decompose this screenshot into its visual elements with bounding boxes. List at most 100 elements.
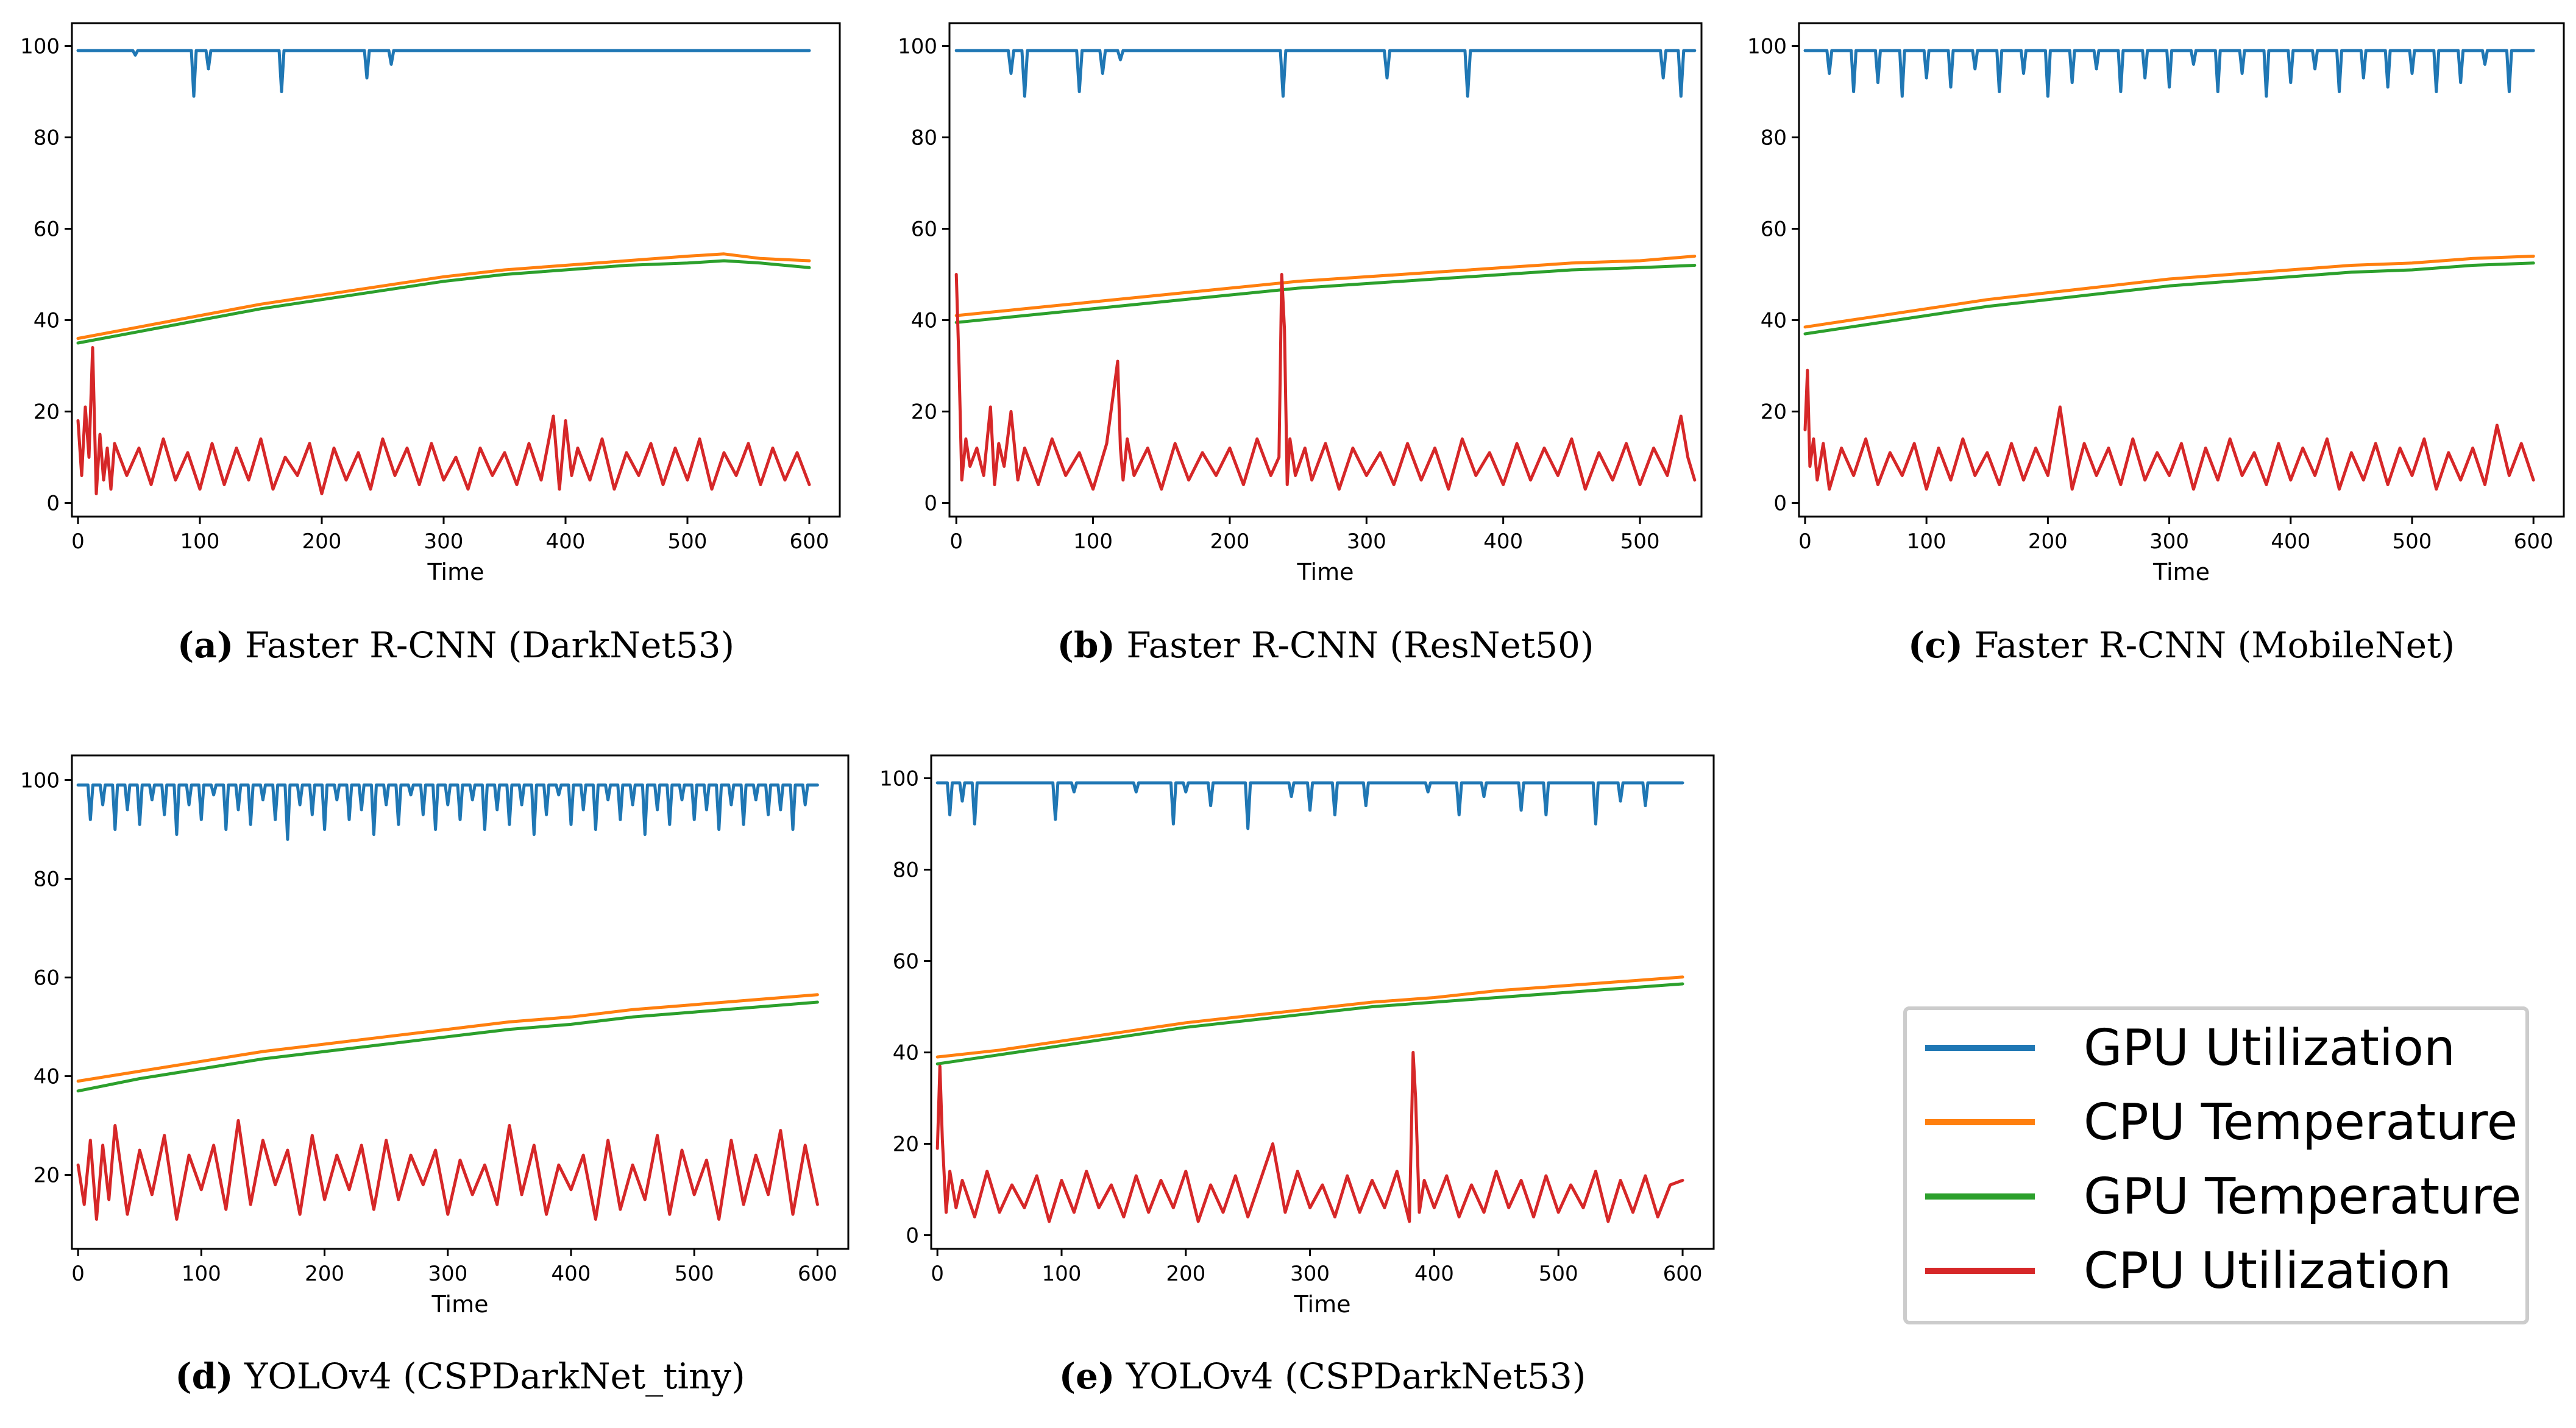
x-tick-label: 600 [1663, 1262, 1703, 1286]
x-tick-label: 300 [2149, 529, 2189, 554]
series-line-gpu-utilization [935, 781, 1684, 830]
x-tick-label: 300 [428, 1262, 467, 1286]
y-tick-label: 40 [911, 309, 937, 333]
caption-a-letter: (a) [177, 624, 234, 666]
x-tick-label: 500 [2393, 529, 2432, 554]
x-tick-label: 500 [1539, 1262, 1578, 1286]
chart-e: 0 100 200 300 400 500 600 0 20 40 60 80 100 Time [879, 754, 1715, 1318]
legend-swatch-cpu-temperature [1925, 1119, 2035, 1125]
x-tick-label: 500 [668, 529, 708, 554]
x-tick-label: 300 [424, 529, 464, 554]
caption-d-text: YOLOv4 (CSPDarkNet_tiny) [244, 1356, 745, 1397]
y-tick-label: 60 [1761, 217, 1787, 242]
x-tick-label: 500 [675, 1262, 714, 1286]
x-tick-label: 400 [1414, 1262, 1454, 1286]
y-tick-label: 80 [34, 868, 60, 892]
series-line-cpu-temperature [76, 252, 811, 340]
plot-frame [1798, 22, 2565, 518]
series-line-gpu-utilization [76, 783, 819, 841]
x-tick-label: 300 [1290, 1262, 1330, 1286]
legend-label-gpu-temperature: GPU Temperature [2084, 1167, 2522, 1226]
y-tick-label: 60 [893, 950, 919, 974]
caption-c-letter: (c) [1907, 624, 1964, 666]
legend-label-cpu-temperature: CPU Temperature [2084, 1093, 2518, 1151]
series-line-gpu-utilization [954, 49, 1697, 98]
caption-c-text: Faster R-CNN (MobileNet) [1974, 624, 2455, 666]
series-line-cpu-utilization [1803, 369, 2535, 491]
legend-swatch-gpu-utilization [1925, 1045, 2035, 1051]
x-tick-label: 400 [546, 529, 586, 554]
x-tick-label: 0 [71, 529, 85, 554]
x-axis-label: Time [427, 559, 484, 585]
y-tick-label: 40 [34, 309, 60, 333]
chart-panel-c: 0 100 200 300 400 500 600 0 20 40 60 80 100 Time (c) … [1712, 0, 2576, 688]
y-tick-label: 20 [1761, 400, 1787, 425]
plot-frame [930, 754, 1715, 1250]
legend-item-cpu-utilization: CPU Utilization [1925, 1240, 2452, 1301]
x-tick-label: 400 [552, 1262, 591, 1286]
series-line-gpu-utilization [76, 49, 811, 98]
y-tick-label: 40 [1761, 309, 1787, 333]
x-tick-label: 200 [302, 529, 342, 554]
x-tick-label: 400 [1483, 529, 1523, 554]
chart-panel-d: 0 100 200 300 400 500 600 20 40 60 80 100 Time (d) Y… [0, 731, 859, 1428]
series-line-gpu-temperature [76, 1000, 819, 1093]
y-tick-label: 100 [879, 767, 919, 791]
y-tick-label: 80 [911, 126, 937, 150]
y-tick-label: 60 [34, 217, 60, 242]
plot-frame [948, 22, 1703, 518]
y-tick-label: 40 [893, 1041, 919, 1066]
y-tick-label: 20 [34, 400, 60, 425]
series-line-cpu-utilization [76, 1119, 819, 1221]
y-tick-label: 100 [20, 35, 60, 59]
caption-e-text: YOLOv4 (CSPDarkNet53) [1126, 1356, 1586, 1397]
legend-swatch-gpu-temperature [1925, 1193, 2035, 1200]
legend-item-cpu-temperature: CPU Temperature [1925, 1092, 2517, 1153]
chart-panel-b: 0 100 200 300 400 500 0 20 40 60 80 100 Time (b) Fas… [853, 0, 1712, 688]
x-tick-label: 100 [1073, 529, 1113, 554]
chart-panel-a: 0 100 200 300 400 500 600 0 20 40 60 80 100 Time (a) … [0, 0, 853, 688]
y-tick-label: 0 [46, 492, 60, 516]
x-tick-label: 100 [182, 1262, 221, 1286]
x-axis-label: Time [431, 1291, 489, 1318]
legend-label-gpu-utilization: GPU Utilization [2084, 1019, 2455, 1077]
x-tick-label: 100 [180, 529, 220, 554]
series-line-gpu-utilization [1803, 49, 2535, 98]
x-axis-label: Time [1294, 1291, 1351, 1318]
series-line-cpu-utilization [76, 346, 811, 495]
y-tick-label: 40 [34, 1065, 60, 1089]
legend-swatch-cpu-utilization [1925, 1268, 2035, 1274]
x-tick-label: 0 [949, 529, 963, 554]
series-line-cpu-temperature [76, 993, 819, 1083]
plot-frame [71, 22, 841, 518]
y-tick-label: 0 [924, 492, 937, 516]
legend: GPU Utilization CPU Temperature GPU Temp… [1903, 1006, 2529, 1324]
plot-frame [71, 754, 850, 1250]
chart-d: 0 100 200 300 400 500 600 20 40 60 80 100 Time [20, 754, 850, 1318]
y-tick-label: 80 [34, 126, 60, 150]
y-tick-label: 0 [906, 1224, 919, 1248]
legend-item-gpu-utilization: GPU Utilization [1925, 1017, 2455, 1078]
y-tick-label: 20 [893, 1133, 919, 1157]
caption-a-text: Faster R-CNN (DarkNet53) [244, 624, 735, 666]
series-line-gpu-temperature [935, 982, 1684, 1066]
x-tick-label: 0 [931, 1262, 944, 1286]
legend-label-cpu-utilization: CPU Utilization [2084, 1242, 2452, 1300]
series-line-cpu-utilization [935, 1051, 1684, 1223]
legend-item-gpu-temperature: GPU Temperature [1925, 1166, 2522, 1227]
series-line-cpu-temperature [1803, 255, 2535, 329]
y-tick-label: 80 [1761, 126, 1787, 150]
x-tick-label: 100 [1907, 529, 1946, 554]
series-line-cpu-temperature [954, 255, 1697, 317]
x-tick-label: 100 [1042, 1262, 1082, 1286]
x-tick-label: 200 [2028, 529, 2068, 554]
x-axis-label: Time [1297, 559, 1354, 585]
x-tick-label: 0 [71, 1262, 85, 1286]
chart-b: 0 100 200 300 400 500 0 20 40 60 80 100 Time [898, 22, 1703, 585]
y-tick-label: 60 [34, 966, 60, 991]
x-tick-label: 600 [2514, 529, 2553, 554]
x-tick-label: 500 [1620, 529, 1660, 554]
x-tick-label: 200 [1210, 529, 1249, 554]
x-tick-label: 600 [790, 529, 829, 554]
y-tick-label: 100 [1747, 35, 1787, 59]
